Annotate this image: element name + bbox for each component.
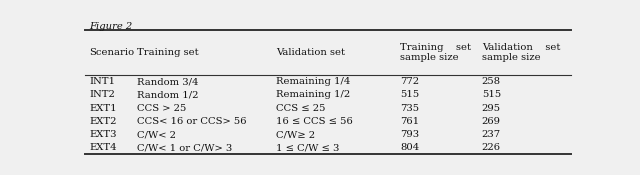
- Text: C/W≥ 2: C/W≥ 2: [276, 130, 315, 139]
- Text: 226: 226: [482, 143, 500, 152]
- Text: Random 3/4: Random 3/4: [137, 77, 198, 86]
- Text: INT2: INT2: [89, 90, 115, 99]
- Text: 804: 804: [400, 143, 419, 152]
- Text: 237: 237: [482, 130, 501, 139]
- Text: 16 ≤ CCS ≤ 56: 16 ≤ CCS ≤ 56: [276, 117, 353, 126]
- Text: 772: 772: [400, 77, 419, 86]
- Text: C/W< 1 or C/W> 3: C/W< 1 or C/W> 3: [137, 143, 232, 152]
- Text: 1 ≤ C/W ≤ 3: 1 ≤ C/W ≤ 3: [276, 143, 339, 152]
- Text: 793: 793: [400, 130, 419, 139]
- Text: 258: 258: [482, 77, 501, 86]
- Text: INT1: INT1: [89, 77, 115, 86]
- Text: Random 1/2: Random 1/2: [137, 90, 198, 99]
- Text: C/W< 2: C/W< 2: [137, 130, 176, 139]
- Text: Figure 2: Figure 2: [89, 22, 132, 31]
- Text: 269: 269: [482, 117, 500, 126]
- Text: Remaining 1/2: Remaining 1/2: [276, 90, 350, 99]
- Text: 295: 295: [482, 104, 501, 113]
- Text: Validation set: Validation set: [276, 48, 345, 57]
- Text: Validation    set
sample size: Validation set sample size: [482, 43, 560, 62]
- Text: EXT4: EXT4: [89, 143, 116, 152]
- Text: EXT1: EXT1: [89, 104, 116, 113]
- Text: Training set: Training set: [137, 48, 198, 57]
- Text: CCS< 16 or CCS> 56: CCS< 16 or CCS> 56: [137, 117, 246, 126]
- Text: 515: 515: [400, 90, 419, 99]
- Text: Training    set
sample size: Training set sample size: [400, 43, 471, 62]
- Text: CCS > 25: CCS > 25: [137, 104, 186, 113]
- Text: 515: 515: [482, 90, 501, 99]
- Text: EXT3: EXT3: [89, 130, 116, 139]
- Text: CCS ≤ 25: CCS ≤ 25: [276, 104, 325, 113]
- Text: EXT2: EXT2: [89, 117, 116, 126]
- Text: 761: 761: [400, 117, 419, 126]
- Text: Remaining 1/4: Remaining 1/4: [276, 77, 350, 86]
- Text: Scenario: Scenario: [89, 48, 134, 57]
- Text: 735: 735: [400, 104, 419, 113]
